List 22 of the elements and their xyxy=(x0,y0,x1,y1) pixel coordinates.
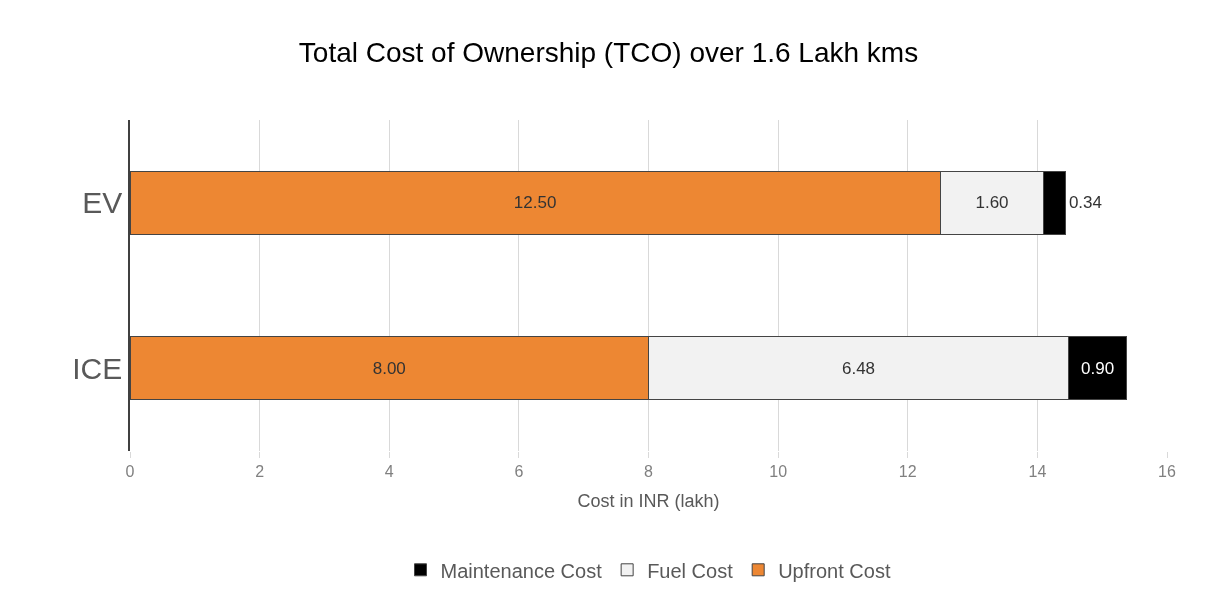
x-axis-title: Cost in INR (lakh) xyxy=(577,491,720,512)
x-tick-label: 6 xyxy=(514,463,524,481)
data-label: 8.00 xyxy=(372,358,406,378)
legend-label: Upfront Cost xyxy=(778,559,891,582)
y-tick-label: EV xyxy=(82,186,123,220)
x-tick-label: 8 xyxy=(644,463,654,481)
x-tick-label: 12 xyxy=(898,463,917,481)
legend-label: Fuel Cost xyxy=(647,559,734,582)
data-label: 0.34 xyxy=(1068,193,1102,213)
x-tick-label: 0 xyxy=(125,463,135,481)
x-tick-label: 14 xyxy=(1028,463,1047,481)
data-label: 1.60 xyxy=(975,193,1009,213)
data-label: 0.90 xyxy=(1081,358,1115,378)
chart-title: Total Cost of Ownership (TCO) over 1.6 Lakh kms xyxy=(298,36,919,68)
legend-label: Maintenance Cost xyxy=(440,559,603,582)
data-label: 12.50 xyxy=(513,193,557,213)
x-tick-label: 2 xyxy=(255,463,265,481)
x-tick-label: 16 xyxy=(1158,463,1176,481)
data-label: 6.48 xyxy=(841,358,876,378)
x-tick-label: 10 xyxy=(769,463,788,481)
y-tick-label: ICE xyxy=(72,351,123,385)
x-tick-label: 4 xyxy=(384,463,394,481)
